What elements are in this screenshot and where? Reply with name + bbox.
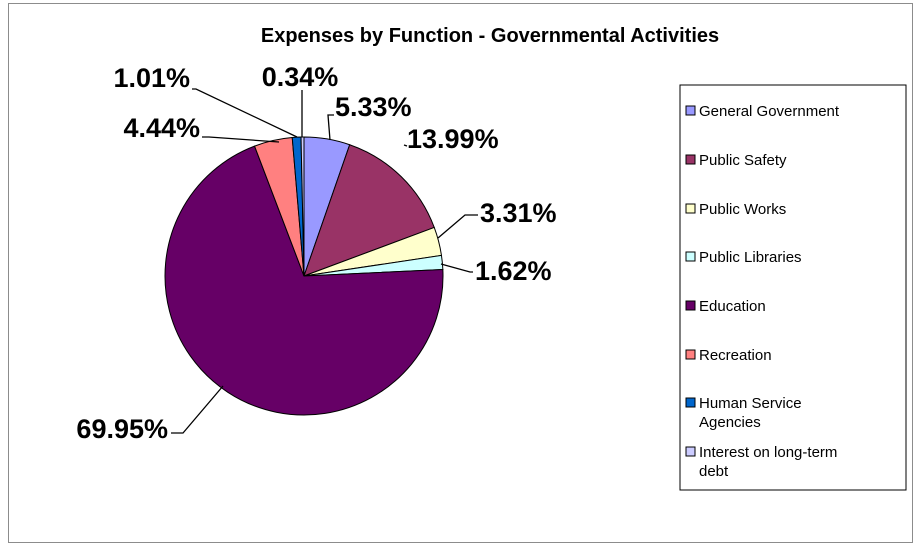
legend-swatch: [685, 154, 696, 165]
legend-label: Human Service Agencies: [699, 395, 802, 431]
legend-swatch: [685, 105, 696, 116]
pie-slice-interest-on-long-term-debt: [300, 136, 305, 277]
legend-swatch: [685, 349, 696, 360]
data-label: 1.01%: [113, 63, 190, 93]
legend-entry: General Government: [685, 103, 840, 120]
data-labels: 5.33%13.99% 3.31% 1.62% 69.95% 4.44% 1.01% 0.3…: [76, 62, 556, 444]
legend-label: Education: [699, 298, 766, 315]
legend-swatch: [685, 446, 696, 457]
legend-entry: Public Libraries: [685, 249, 802, 266]
legend-swatch: [685, 397, 696, 408]
pie-slice-public-safety: [303, 144, 435, 277]
legend-items: General Government Public Safety Public Wo…: [685, 103, 840, 480]
leader-line: [202, 136, 280, 143]
leader-line: [403, 144, 408, 147]
legend: General Government Public Safety Public Wo…: [679, 84, 907, 491]
leader-line: [192, 88, 298, 138]
legend-box: [679, 84, 907, 491]
leader-line: [440, 263, 473, 273]
legend-label: Interest on long-term debt: [699, 444, 837, 480]
legend-swatch: [685, 251, 696, 262]
data-label: 1.62%: [475, 256, 552, 286]
leader-line: [437, 214, 478, 239]
legend-entry: Education: [685, 298, 766, 315]
legend-label: Public Libraries: [699, 249, 802, 266]
legend-label: Public Safety: [699, 152, 787, 169]
data-label: 0.34%: [262, 62, 339, 92]
leader-line: [327, 114, 334, 141]
legend-entry: Public Works: [685, 201, 786, 218]
legend-entry: Recreation: [685, 347, 772, 364]
data-label: 5.33%: [335, 92, 412, 122]
legend-label: General Government: [699, 103, 840, 120]
pie-slices: [164, 136, 444, 416]
legend-entry: Interest on long-term debt: [685, 444, 837, 480]
data-label: 4.44%: [123, 113, 200, 143]
leader-line: [171, 385, 224, 434]
legend-entry: Public Safety: [685, 152, 787, 169]
pie-slice-education: [164, 145, 444, 416]
data-label: 3.31%: [480, 198, 557, 228]
data-label: 69.95%: [76, 414, 168, 444]
data-label: 13.99%: [407, 124, 499, 154]
legend-swatch: [685, 203, 696, 214]
legend-label: Public Works: [699, 201, 786, 218]
chart-title: Expenses by Function - Governmental Acti…: [261, 25, 719, 47]
legend-label: Recreation: [699, 347, 772, 364]
legend-swatch: [685, 300, 696, 311]
leader-lines: [171, 88, 478, 434]
legend-entry: Human Service Agencies: [685, 395, 802, 431]
